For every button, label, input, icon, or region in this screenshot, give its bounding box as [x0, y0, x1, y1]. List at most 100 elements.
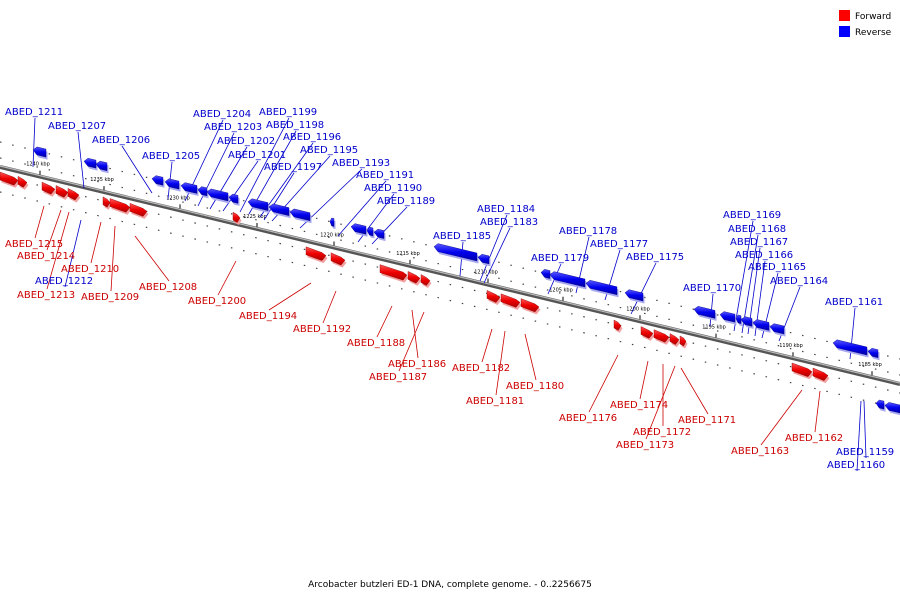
reverse-gene — [350, 223, 367, 235]
reverse-gene — [585, 280, 618, 296]
gene-label: ABED_1206 — [92, 135, 150, 146]
reverse-gene — [164, 178, 180, 190]
gene-label: ABED_1188 — [347, 338, 405, 349]
gene-labels: ABED_1211 ABED_1207 ABED_1206 ABED_1205 ABED… — [5, 107, 894, 471]
gene-label: ABED_1204 — [193, 109, 251, 120]
gene-label: ABED_1181 — [466, 396, 524, 407]
legend-forward-label: Forward — [855, 12, 891, 22]
reverse-gene — [693, 306, 716, 319]
gene-label: ABED_1200 — [188, 296, 246, 307]
leader-line — [639, 360, 649, 400]
leader-line — [524, 333, 537, 381]
scale-tick-label: 1200 kbp — [626, 306, 650, 312]
gene-label: ABED_1185 — [433, 231, 491, 242]
gene-label: ABED_1184 — [477, 204, 535, 215]
gene-label: ABED_1159 — [836, 447, 894, 458]
reverse-gene — [769, 323, 785, 335]
gene-label: ABED_1177 — [590, 239, 648, 250]
reverse-gene — [247, 198, 269, 211]
gene-label: ABED_1178 — [559, 226, 617, 237]
scale-tick-label: 1225 kbp — [243, 214, 267, 220]
legend-reverse-swatch — [839, 26, 850, 37]
leader-line — [680, 367, 709, 415]
forward-gene — [613, 319, 622, 331]
scale-tick-label: 1230 kbp — [166, 195, 190, 201]
gene-label: ABED_1170 — [683, 283, 741, 294]
reverse-gene — [540, 269, 551, 279]
gene-label: ABED_1196 — [283, 132, 341, 143]
leader-line — [371, 206, 408, 245]
gene-label: ABED_1211 — [5, 107, 63, 118]
gene-label: ABED_1182 — [452, 363, 510, 374]
forward-gene — [420, 274, 431, 286]
gene-label: ABED_1164 — [770, 276, 828, 287]
gene-label: ABED_1215 — [5, 239, 63, 250]
gene-label: ABED_1203 — [204, 122, 262, 133]
leader-line — [46, 211, 70, 290]
leader-line — [268, 282, 312, 311]
reverse-gene — [740, 316, 753, 327]
leader-line — [322, 290, 337, 324]
reverse-gene — [624, 289, 644, 302]
scale-tick-label: 1195 kbp — [702, 325, 726, 331]
forward-gene — [0, 171, 19, 186]
reverse-gene — [735, 314, 742, 324]
forward-gene — [653, 329, 670, 343]
gene-label: ABED_1162 — [785, 433, 843, 444]
reverse-gene — [477, 253, 490, 265]
gene-label: ABED_1201 — [228, 150, 286, 161]
forward-gene — [67, 188, 80, 201]
scale-tick-label: 1210 kbp — [474, 270, 498, 276]
leader-line — [588, 354, 619, 413]
scale-tick-label: 1235 kbp — [90, 177, 114, 183]
gene-label: ABED_1210 — [61, 264, 119, 275]
gene-label: ABED_1187 — [369, 372, 427, 383]
gene-label: ABED_1168 — [728, 224, 786, 235]
gene-label: ABED_1205 — [142, 151, 200, 162]
reverse-gene — [268, 203, 290, 216]
gene-label: ABED_1212 — [35, 276, 93, 287]
leader-line — [495, 330, 506, 396]
gene-label: ABED_1180 — [506, 381, 564, 392]
leader-line — [760, 389, 803, 446]
scale-tick-label: 1240 kbp — [26, 162, 50, 168]
gene-label: ABED_1171 — [678, 415, 736, 426]
gene-label: ABED_1183 — [480, 217, 538, 228]
gene-label: ABED_1209 — [81, 292, 139, 303]
genome-caption: Arcobacter butzleri ED-1 DNA, complete g… — [308, 580, 592, 590]
forward-gene — [640, 326, 654, 339]
reverse-gene — [95, 160, 108, 172]
legend-reverse-label: Reverse — [855, 28, 892, 38]
forward-gene — [232, 211, 241, 223]
leader-line — [630, 262, 657, 315]
forward-gene — [679, 335, 687, 347]
gene-label: ABED_1163 — [731, 446, 789, 457]
gene-label: ABED_1195 — [300, 145, 358, 156]
gene-label: ABED_1202 — [217, 136, 275, 147]
gene-label: ABED_1190 — [364, 183, 422, 194]
forward-gene — [41, 181, 56, 195]
gene-label: ABED_1186 — [388, 359, 446, 370]
reverse-gene — [373, 228, 385, 239]
reverse-gene — [329, 217, 335, 227]
leader-line — [645, 365, 676, 440]
label-leader-lines — [32, 117, 867, 472]
gene-label: ABED_1189 — [377, 196, 435, 207]
forward-gene — [109, 198, 131, 213]
forward-gene — [379, 264, 408, 281]
gene-label: ABED_1175 — [626, 252, 684, 263]
forward-gene — [812, 367, 829, 381]
leader-line — [239, 117, 290, 213]
gene-label: ABED_1194 — [239, 311, 297, 322]
legend: Forward Reverse — [839, 10, 892, 38]
reverse-gene — [289, 208, 311, 221]
reverse-gene — [884, 402, 900, 414]
reverse-gene — [151, 175, 164, 186]
reverse-gene — [228, 193, 239, 204]
leader-line — [376, 305, 393, 338]
gene-features — [0, 146, 900, 416]
reverse-gene — [752, 319, 770, 331]
leader-line — [134, 235, 170, 282]
forward-gene — [486, 290, 501, 303]
